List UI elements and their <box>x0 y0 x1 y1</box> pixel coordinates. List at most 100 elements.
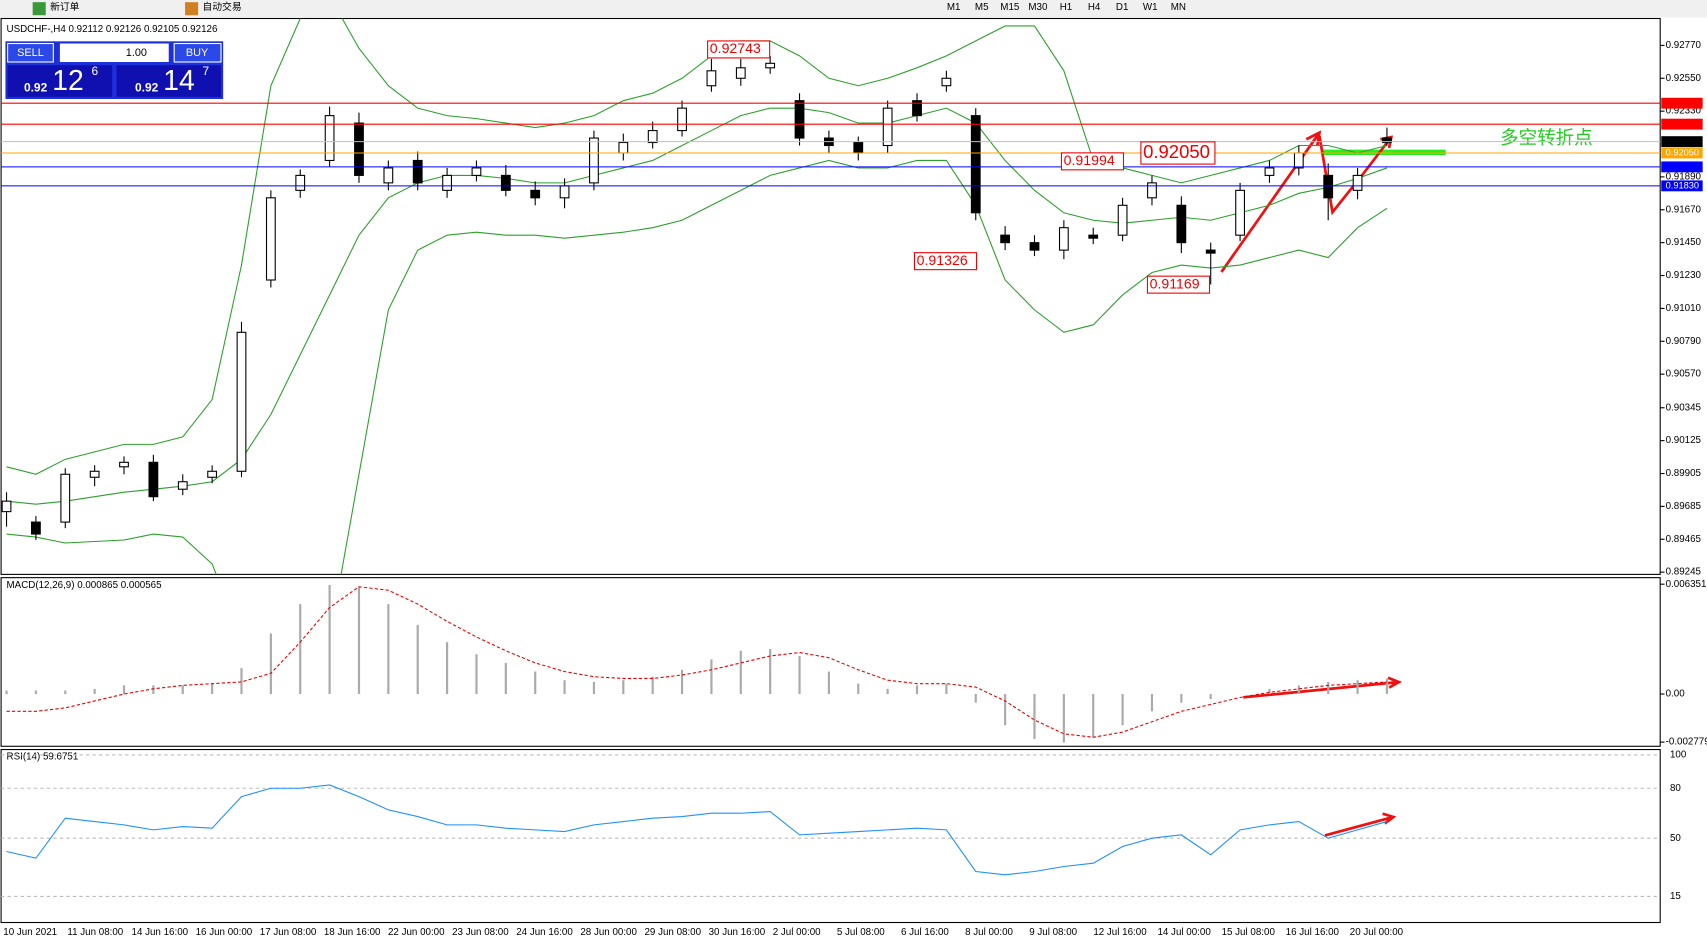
buy-pips: 14 <box>163 64 194 96</box>
x-tick-label: 12 Jul 16:00 <box>1093 927 1147 938</box>
rsi-arrow <box>1324 812 1397 837</box>
buy-price-big: 0.92 <box>135 80 159 94</box>
auto-trade-icon[interactable] <box>185 2 199 16</box>
x-tick-label: 14 Jul 00:00 <box>1157 927 1211 938</box>
candle-body <box>530 189 541 199</box>
level-tag <box>1661 180 1703 192</box>
x-tick-label: 8 Jul 00:00 <box>965 927 1013 938</box>
y-tick-label: -0.002779 <box>1666 737 1707 748</box>
timeframe[interactable]: M15 <box>1000 2 1020 13</box>
band-lower <box>6 159 1388 575</box>
candle-body <box>1382 137 1392 144</box>
macd-label: MACD(12,26,9) 0.000865 0.000565 <box>7 580 163 591</box>
lots-input[interactable] <box>59 43 169 63</box>
timeframe[interactable]: MN <box>1171 2 1186 13</box>
level-label: 0.91830 <box>1666 180 1699 190</box>
macd-arrow <box>1243 676 1403 699</box>
lots-value[interactable]: 1.00 <box>126 47 147 59</box>
timeframe[interactable]: W1 <box>1143 2 1158 13</box>
sell-price-box[interactable] <box>7 65 113 97</box>
rsi-line <box>6 784 1388 876</box>
candle-body <box>1029 242 1040 251</box>
y-tick-label: 15 <box>1670 891 1681 902</box>
new-order[interactable]: 新订单 <box>50 0 80 13</box>
candle-body <box>1 500 12 513</box>
candle-body <box>265 197 276 281</box>
y-tick-label: 0.92550 <box>1666 73 1702 84</box>
candle-body <box>60 473 71 523</box>
x-tick-label: 30 Jun 16:00 <box>709 927 766 938</box>
price-annotation: 0.92743 <box>710 40 761 56</box>
level-label: 0.92050 <box>1666 147 1699 157</box>
timeframe[interactable]: M1 <box>947 2 961 13</box>
y-tick-label: 100 <box>1670 750 1687 761</box>
candle-body <box>1264 167 1275 176</box>
candle-body <box>706 70 717 87</box>
macd-signal <box>6 586 1387 738</box>
sell-price-big: 0.92 <box>24 80 48 94</box>
y-tick-label: 0.89465 <box>1666 534 1702 545</box>
level-tag <box>1661 97 1703 109</box>
candle-body <box>1352 174 1363 191</box>
candle-body <box>31 521 41 535</box>
level-tag <box>1661 147 1703 159</box>
candle-body <box>295 174 306 191</box>
x-tick-label: 29 Jun 08:00 <box>644 927 701 938</box>
price-annotation: 0.92050 <box>1143 141 1210 162</box>
x-tick-label: 11 Jun 08:00 <box>67 927 123 938</box>
candle-body <box>1117 204 1128 236</box>
x-tick-label: 24 Jun 16:00 <box>516 927 573 938</box>
y-tick-label: 0.91010 <box>1666 303 1702 314</box>
candle-body <box>236 331 247 472</box>
timeframe[interactable]: M5 <box>975 2 989 13</box>
price-annotation-box <box>1140 141 1216 165</box>
buy-button[interactable] <box>173 42 222 63</box>
price-annotation: 0.91326 <box>917 252 968 268</box>
timeframe[interactable]: D1 <box>1116 2 1129 13</box>
sell-label[interactable]: SELL <box>17 47 44 59</box>
level-tag <box>1661 118 1703 130</box>
auto-trade[interactable]: 自动交易 <box>202 0 241 13</box>
candle-body <box>882 107 893 147</box>
candle-body <box>765 62 776 69</box>
price-annotation-box <box>707 40 771 59</box>
buy-price-box[interactable] <box>116 65 221 97</box>
chart-title: USDCHF-,H4 0.92112 0.92126 0.92105 0.921… <box>7 24 218 35</box>
y-tick-label: 0.91230 <box>1666 270 1702 281</box>
y-tick-label: 0.00 <box>1666 689 1686 700</box>
price-annotation-box <box>1146 275 1211 294</box>
rsi-label: RSI(14) 59.6751 <box>7 752 79 763</box>
trade-panel: SELL 1.00 BUY 0.92 12 6 0.92 14 7 <box>5 41 224 99</box>
y-tick-label: 0.90790 <box>1666 336 1702 347</box>
x-tick-label: 9 Jul 08:00 <box>1029 927 1077 938</box>
main-series <box>1 18 1392 575</box>
candle-body <box>970 115 981 214</box>
candle-body <box>647 130 658 144</box>
candle-body <box>177 481 188 490</box>
x-tick-label: 2 Jul 00:00 <box>773 927 821 938</box>
candle-body <box>618 141 629 154</box>
timeframe[interactable]: M30 <box>1028 2 1048 13</box>
candle-body <box>207 470 218 478</box>
candle-body <box>383 167 394 184</box>
timeframe[interactable]: H4 <box>1088 2 1101 13</box>
timeframe[interactable]: H1 <box>1060 2 1073 13</box>
level-tag <box>1661 136 1703 148</box>
candle-body <box>559 185 570 199</box>
y-tick-label: 50 <box>1670 833 1681 844</box>
x-tick-label: 15 Jul 08:00 <box>1222 927 1276 938</box>
y-tick-label: 0.90570 <box>1666 369 1702 380</box>
sell-button[interactable] <box>7 42 54 63</box>
candle-body <box>442 174 452 191</box>
x-tick-label: 6 Jul 16:00 <box>901 927 949 938</box>
buy-label[interactable]: BUY <box>186 47 209 59</box>
x-tick-label: 23 Jun 08:00 <box>452 927 509 938</box>
sell-frac: 6 <box>91 64 98 78</box>
new-order-icon[interactable] <box>32 2 46 16</box>
sell-pips: 12 <box>52 64 83 96</box>
toolbar <box>0 0 1707 18</box>
candle-body <box>148 461 159 498</box>
x-tick-label: 22 Jun 00:00 <box>388 927 445 938</box>
